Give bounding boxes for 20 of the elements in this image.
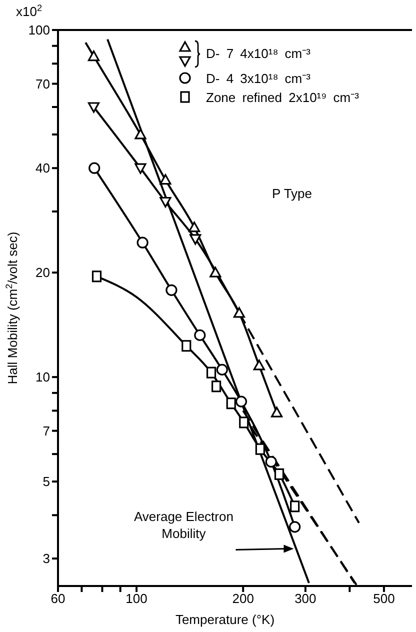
y-tick-label: 10 <box>36 370 50 385</box>
y-tick-label: 20 <box>36 265 50 280</box>
y-tick-label: 5 <box>42 474 50 490</box>
annotation: P Type <box>272 186 312 201</box>
x-tick-label: 300 <box>294 591 316 606</box>
annotation: Average Electron Mobility <box>134 508 234 541</box>
y-tick-label: 3 <box>42 551 50 566</box>
x-tick-label: 60 <box>50 591 66 606</box>
text: x10$^{2}$ <box>16 3 42 19</box>
y-tick-label: 40 <box>36 160 50 176</box>
legend-label: D- 7 4x10¹⁸ cm⁻³ <box>206 45 310 62</box>
y-tick-label: 7 <box>42 423 50 438</box>
legend-label: Zone refined 2x10¹⁹ cm⁻³ <box>206 90 359 106</box>
y-tick-label: 100 <box>28 22 50 38</box>
x-tick-label: 500 <box>373 591 395 606</box>
x-axis-title: Temperature (°K) <box>175 612 275 627</box>
y-tick-label: 70 <box>36 76 50 92</box>
x-tick-label: 100 <box>126 591 148 606</box>
legend-label: D- 4 3x10¹⁸ cm⁻³ <box>206 71 310 87</box>
x-tick-label: 200 <box>232 591 254 606</box>
